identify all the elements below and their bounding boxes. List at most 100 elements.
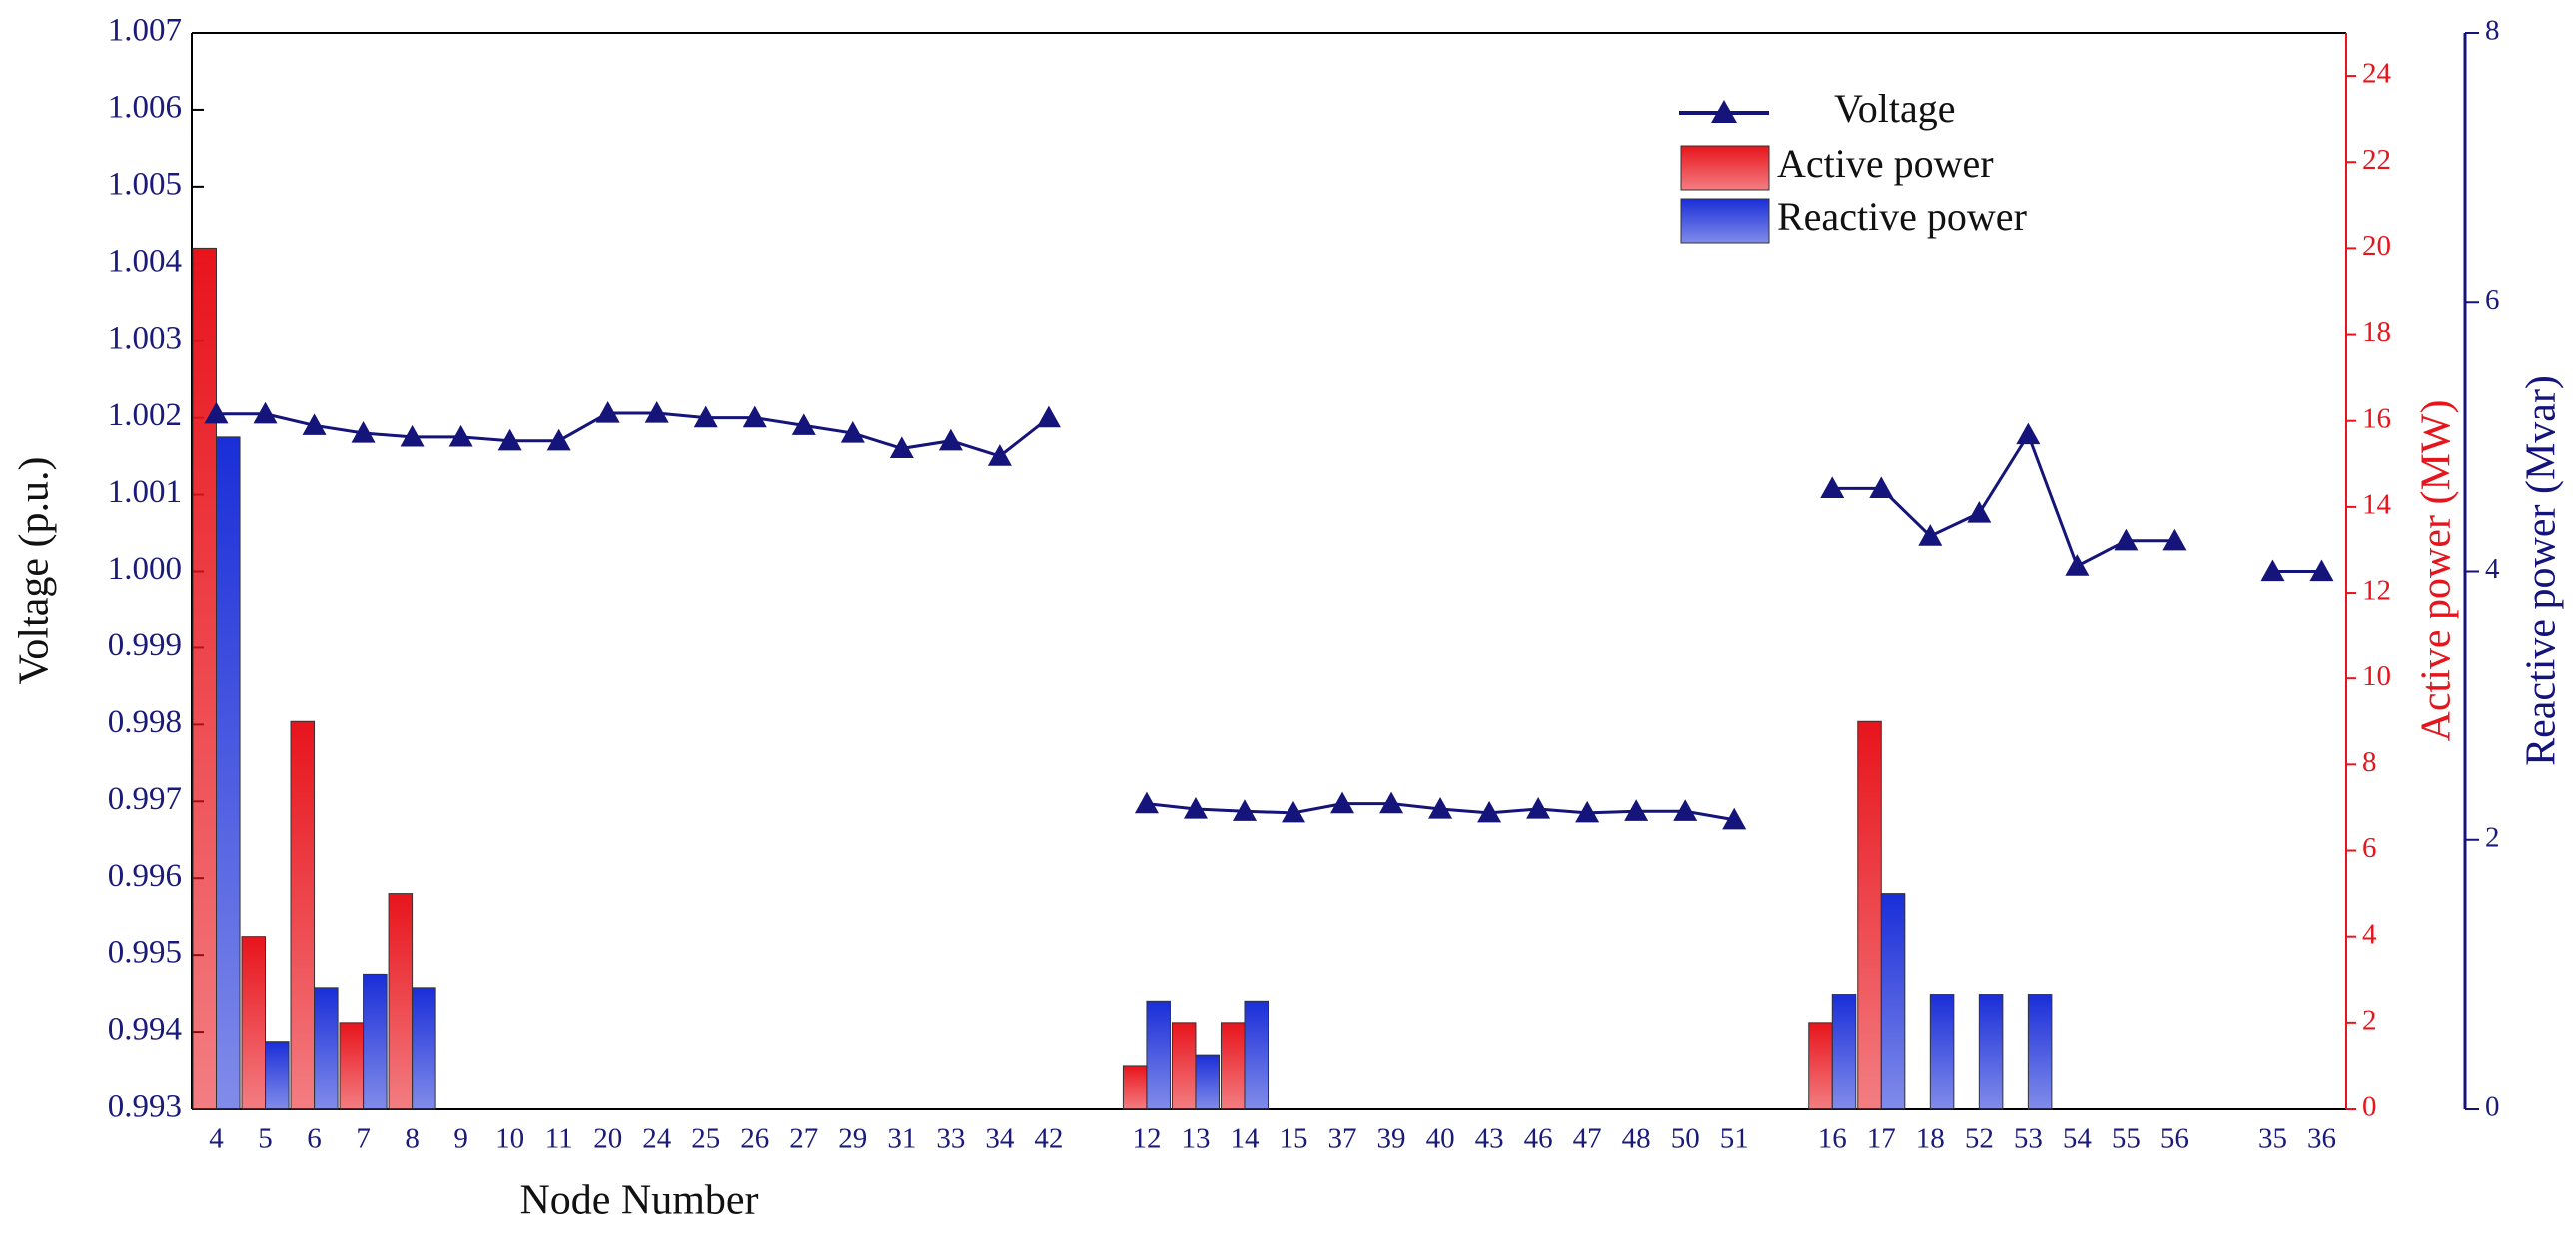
x-tick-label: 46	[1524, 1123, 1553, 1155]
line-marker	[2260, 559, 2285, 582]
bar	[2027, 994, 2053, 1110]
x-tick-label: 42	[1034, 1123, 1063, 1155]
bar	[1929, 994, 1955, 1110]
y2-tick-label: 24	[2362, 58, 2392, 90]
y2-tick-label: 6	[2362, 832, 2377, 864]
x-tick-label: 56	[2160, 1123, 2189, 1155]
x-tick-label: 9	[453, 1123, 468, 1155]
x-tick-label: 15	[1280, 1123, 1308, 1155]
x-tick-label: 17	[1867, 1123, 1896, 1155]
line-marker	[204, 401, 229, 424]
x-tick-label: 50	[1671, 1123, 1700, 1155]
legend-swatch	[1680, 198, 1770, 244]
line-marker	[253, 401, 278, 424]
y-tick-label: 1.000	[108, 551, 182, 587]
y-tick-label: 0.994	[108, 1012, 182, 1048]
x-tick-label: 55	[2112, 1123, 2141, 1155]
line-marker	[1282, 800, 1306, 823]
x-tick-label: 4	[209, 1123, 224, 1155]
y3-tick-label: 0	[2485, 1091, 2500, 1123]
x-tick-label: 16	[1818, 1123, 1847, 1155]
bar	[1146, 1000, 1171, 1110]
y-tick-label: 0.993	[108, 1089, 182, 1125]
bar	[1171, 1022, 1197, 1110]
x-tick-label: 37	[1328, 1123, 1357, 1155]
x-tick-label: 5	[258, 1123, 273, 1155]
x-tick-label: 8	[405, 1123, 420, 1155]
line-marker	[1673, 799, 1698, 821]
line-marker	[2065, 554, 2090, 576]
y-tick-label: 0.999	[108, 627, 182, 663]
line-marker	[840, 421, 865, 443]
line-marker	[1624, 799, 1649, 821]
y2-tick-label: 14	[2362, 489, 2392, 521]
bar	[1857, 720, 1882, 1110]
bar	[1808, 1022, 1833, 1110]
x-tick-label: 10	[495, 1123, 524, 1155]
line-marker	[351, 421, 376, 443]
x-tick-label: 39	[1377, 1123, 1406, 1155]
y2-axis-title: Active power (MW)	[2414, 400, 2460, 742]
line-marker	[938, 428, 963, 451]
x-tick-label: 34	[985, 1123, 1015, 1155]
bar	[363, 973, 388, 1110]
x-tick-label: 52	[1965, 1123, 1994, 1155]
bar	[1831, 994, 1857, 1110]
x-tick-label: 11	[545, 1123, 573, 1155]
x-tick-label: 47	[1573, 1123, 1602, 1155]
x-tick-label: 27	[789, 1123, 818, 1155]
bar	[1220, 1022, 1246, 1110]
legend-label: Reactive power	[1777, 194, 2027, 239]
x-tick-label: 13	[1181, 1123, 1210, 1155]
x-tick-label: 33	[936, 1123, 965, 1155]
line-marker	[1428, 796, 1453, 819]
line-marker	[1232, 799, 1257, 821]
y-axis-title: Voltage (p.u.)	[12, 456, 58, 684]
y2-tick-label: 4	[2362, 918, 2377, 950]
x-tick-label: 48	[1622, 1123, 1651, 1155]
x-tick-label: 18	[1916, 1123, 1945, 1155]
y2-tick-label: 2	[2362, 1004, 2377, 1036]
y-tick-label: 0.997	[108, 781, 182, 817]
bar	[265, 1041, 290, 1110]
y-tick-label: 1.004	[108, 243, 182, 279]
x-tick-label: 6	[307, 1123, 322, 1155]
x-tick-label: 31	[887, 1123, 916, 1155]
y-tick-label: 0.996	[108, 858, 182, 894]
x-tick-label: 43	[1475, 1123, 1504, 1155]
line-marker	[497, 428, 522, 451]
line-marker	[1330, 791, 1355, 814]
bar	[1122, 1065, 1148, 1110]
y3-tick-label: 2	[2485, 821, 2500, 853]
y2-tick-label: 22	[2362, 144, 2391, 176]
x-tick-label: 20	[593, 1123, 622, 1155]
y3-tick-label: 6	[2485, 284, 2500, 316]
line-marker	[448, 424, 473, 447]
line-marker	[1722, 807, 1747, 830]
y-tick-label: 0.995	[108, 935, 182, 971]
y-tick-label: 1.006	[108, 90, 182, 126]
y2-tick-label: 18	[2362, 316, 2391, 348]
x-tick-label: 7	[356, 1123, 371, 1155]
x-tick-label: 35	[2258, 1123, 2287, 1155]
line-marker	[2162, 528, 2187, 551]
bar	[339, 1022, 365, 1110]
y-tick-label: 1.007	[108, 13, 182, 49]
line-marker	[546, 428, 571, 451]
legend-marker	[1711, 100, 1737, 123]
y2-tick-label: 10	[2362, 660, 2391, 692]
line-marker	[1918, 524, 1943, 546]
line-marker	[1820, 476, 1845, 499]
x-tick-label: 29	[838, 1123, 867, 1155]
y2-tick-label: 8	[2362, 746, 2377, 778]
bar	[192, 247, 218, 1110]
x-tick-label: 12	[1132, 1123, 1161, 1155]
y-tick-label: 1.001	[108, 474, 182, 510]
y2-tick-label: 16	[2362, 402, 2391, 434]
x-tick-label: 53	[2014, 1123, 2043, 1155]
line-marker	[1036, 405, 1061, 428]
bar	[1195, 1054, 1220, 1110]
legend-swatch	[1680, 145, 1770, 191]
